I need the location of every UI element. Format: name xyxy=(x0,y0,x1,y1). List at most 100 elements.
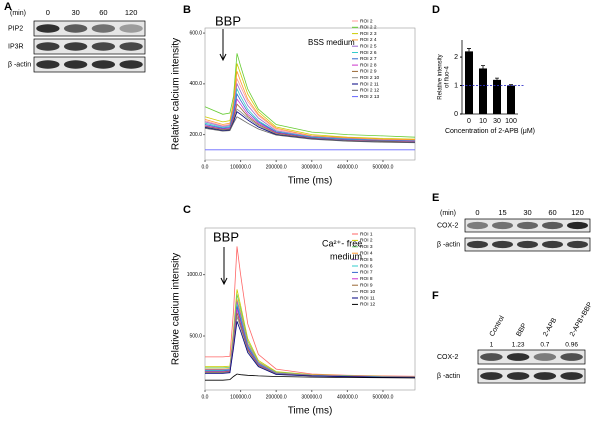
y-tick-label: 0 xyxy=(454,111,458,118)
band-ratio: 0.96 xyxy=(565,342,578,349)
legend-label: ROI 1 xyxy=(360,231,373,237)
legend-label: ROI 2 2 xyxy=(360,25,377,31)
band xyxy=(517,240,538,249)
unit-label: (min) xyxy=(440,210,456,217)
band xyxy=(63,24,88,33)
annotation: Ca²⁺- free xyxy=(322,238,362,248)
arrow-head xyxy=(220,277,228,286)
error-bar xyxy=(467,48,471,52)
band xyxy=(506,372,530,380)
annotation: BBP xyxy=(213,229,239,244)
band xyxy=(492,221,513,230)
panel-letter: C xyxy=(183,204,191,216)
x-tick-label: 300000.0 xyxy=(301,164,322,170)
lane-label: 30 xyxy=(523,208,531,217)
legend-label: ROI 2 13 xyxy=(360,94,380,100)
legend-label: ROI 4 xyxy=(360,250,373,256)
band xyxy=(567,240,588,249)
x-tick-label: 100000.0 xyxy=(230,394,251,400)
legend-label: ROI 2 3 xyxy=(360,31,377,37)
x-tick-label: 200000.0 xyxy=(266,164,287,170)
y-axis-label: Relative calcium intensity xyxy=(171,38,182,150)
y-axis-label: Relative intensity xyxy=(438,54,444,99)
x-tick-label: 500000.0 xyxy=(373,394,394,400)
annotation: medium xyxy=(330,251,362,261)
data-line xyxy=(204,53,416,138)
x-tick-label: 400000.0 xyxy=(337,164,358,170)
band xyxy=(91,42,116,51)
panel-letter: F xyxy=(432,290,439,302)
band xyxy=(36,24,60,33)
error-bar xyxy=(481,65,485,69)
band xyxy=(119,42,143,51)
plot-frame xyxy=(204,227,416,391)
band xyxy=(542,240,563,249)
band xyxy=(63,42,88,51)
legend-label: ROI 3 xyxy=(360,244,373,250)
data-line xyxy=(204,63,416,140)
lane-label: 120 xyxy=(125,8,138,17)
y-tick-label: 400.0 xyxy=(189,81,202,87)
unit-label: (min) xyxy=(10,10,26,17)
x-tick-label: 10 xyxy=(479,118,487,125)
x-tick-label: 200000.0 xyxy=(266,394,287,400)
lane-label: 30 xyxy=(71,8,79,17)
y-tick-label: 1000.0 xyxy=(187,272,203,278)
data-line xyxy=(204,71,416,141)
band xyxy=(91,24,116,33)
blot-strip xyxy=(33,20,146,37)
panel-letter: E xyxy=(432,192,439,204)
legend-label: ROI 2 xyxy=(360,18,373,24)
lane-label: Control xyxy=(489,314,507,337)
legend-label: ROI 2 12 xyxy=(360,88,380,94)
band xyxy=(36,60,60,69)
band xyxy=(63,60,88,69)
annotation: BSS medium xyxy=(308,38,355,47)
bar xyxy=(465,51,473,114)
x-tick-label: 0.0 xyxy=(202,394,209,400)
annotation: BBP xyxy=(215,13,241,28)
panel-letter: D xyxy=(432,4,440,16)
band xyxy=(467,221,488,230)
band-ratio: 0.7 xyxy=(540,342,549,349)
panel-letter: A xyxy=(4,1,12,13)
band xyxy=(119,60,143,69)
legend-label: ROI 12 xyxy=(360,302,376,308)
band xyxy=(560,372,583,380)
row-label: COX-2 xyxy=(437,222,459,229)
band xyxy=(480,353,503,361)
band xyxy=(91,60,116,69)
band xyxy=(560,353,583,361)
blot-strip xyxy=(33,38,146,55)
lane-label: BBP xyxy=(515,322,528,338)
x-tick-label: 30 xyxy=(493,118,501,125)
x-axis-label: Concentration of 2-APB (μM) xyxy=(445,128,535,135)
data-line xyxy=(204,116,416,144)
lane-label: 2-APB+BBP xyxy=(569,301,594,338)
row-label: COX-2 xyxy=(437,354,459,361)
band xyxy=(533,372,557,380)
data-line xyxy=(205,321,416,378)
x-tick-label: 500000.0 xyxy=(373,164,394,170)
panel-letter: B xyxy=(183,4,191,16)
bar xyxy=(493,79,501,114)
legend-label: ROI 2 4 xyxy=(360,37,377,43)
error-bar xyxy=(495,77,499,80)
lane-label: 0 xyxy=(46,8,50,17)
band xyxy=(542,221,563,230)
lane-label: 0 xyxy=(475,208,479,217)
legend-label: ROI 7 xyxy=(360,270,373,276)
band-ratio: 1.23 xyxy=(512,342,525,349)
y-tick-label: 2 xyxy=(454,54,458,61)
bar xyxy=(479,68,487,114)
legend-label: ROI 5 xyxy=(360,257,373,263)
x-tick-label: 0 xyxy=(467,118,471,125)
x-tick-label: 300000.0 xyxy=(301,394,322,400)
band xyxy=(492,240,513,249)
row-label: β -actin xyxy=(437,373,460,380)
legend-label: ROI 2 6 xyxy=(360,50,377,56)
row-label: β -actin xyxy=(8,61,31,68)
legend-label: ROI 6 xyxy=(360,263,373,269)
x-tick-label: 400000.0 xyxy=(337,394,358,400)
